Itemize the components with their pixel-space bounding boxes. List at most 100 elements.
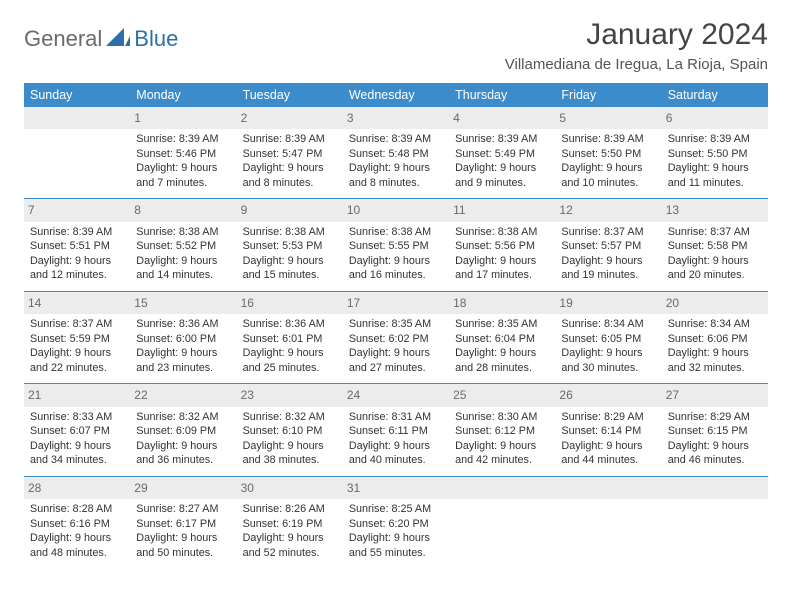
- sunset-text: Sunset: 5:48 PM: [349, 147, 443, 162]
- sunrise-text: Sunrise: 8:30 AM: [455, 410, 549, 425]
- daylight-text: Daylight: 9 hours and 9 minutes.: [455, 161, 549, 190]
- daylight-text: Daylight: 9 hours and 46 minutes.: [668, 439, 762, 468]
- sunrise-text: Sunrise: 8:29 AM: [561, 410, 655, 425]
- daylight-text: Daylight: 9 hours and 40 minutes.: [349, 439, 443, 468]
- sunrise-text: Sunrise: 8:37 AM: [561, 225, 655, 240]
- sunrise-text: Sunrise: 8:39 AM: [561, 132, 655, 147]
- sunset-text: Sunset: 6:00 PM: [136, 332, 230, 347]
- day-number: 1: [130, 107, 236, 129]
- calendar-cell: 18Sunrise: 8:35 AMSunset: 6:04 PMDayligh…: [449, 291, 555, 383]
- calendar-cell: .: [449, 476, 555, 568]
- sunset-text: Sunset: 5:59 PM: [30, 332, 124, 347]
- daylight-text: Daylight: 9 hours and 12 minutes.: [30, 254, 124, 283]
- calendar-cell: 13Sunrise: 8:37 AMSunset: 5:58 PMDayligh…: [662, 199, 768, 291]
- sunrise-text: Sunrise: 8:37 AM: [30, 317, 124, 332]
- sunset-text: Sunset: 6:04 PM: [455, 332, 549, 347]
- daylight-text: Daylight: 9 hours and 17 minutes.: [455, 254, 549, 283]
- sunrise-text: Sunrise: 8:25 AM: [349, 502, 443, 517]
- calendar-cell: 21Sunrise: 8:33 AMSunset: 6:07 PMDayligh…: [24, 384, 130, 476]
- brand-part1: General: [24, 26, 102, 52]
- sunset-text: Sunset: 6:14 PM: [561, 424, 655, 439]
- dow-saturday: Saturday: [662, 83, 768, 107]
- calendar-cell: .: [24, 107, 130, 199]
- daylight-text: Daylight: 9 hours and 48 minutes.: [30, 531, 124, 560]
- daylight-text: Daylight: 9 hours and 34 minutes.: [30, 439, 124, 468]
- calendar-cell: 27Sunrise: 8:29 AMSunset: 6:15 PMDayligh…: [662, 384, 768, 476]
- day-number: 15: [130, 292, 236, 314]
- day-number: 7: [24, 199, 130, 221]
- sunset-text: Sunset: 5:49 PM: [455, 147, 549, 162]
- day-number: 10: [343, 199, 449, 221]
- daylight-text: Daylight: 9 hours and 19 minutes.: [561, 254, 655, 283]
- sunset-text: Sunset: 5:56 PM: [455, 239, 549, 254]
- calendar-cell: 15Sunrise: 8:36 AMSunset: 6:00 PMDayligh…: [130, 291, 236, 383]
- day-number: 27: [662, 384, 768, 406]
- page-header: General Blue January 2024 Villamediana d…: [24, 18, 768, 73]
- sunrise-text: Sunrise: 8:39 AM: [455, 132, 549, 147]
- brand-logo: General Blue: [24, 18, 178, 52]
- sunrise-text: Sunrise: 8:35 AM: [349, 317, 443, 332]
- day-number: 23: [237, 384, 343, 406]
- sunrise-text: Sunrise: 8:32 AM: [243, 410, 337, 425]
- sunset-text: Sunset: 5:47 PM: [243, 147, 337, 162]
- sunset-text: Sunset: 6:20 PM: [349, 517, 443, 532]
- daylight-text: Daylight: 9 hours and 27 minutes.: [349, 346, 443, 375]
- daylight-text: Daylight: 9 hours and 38 minutes.: [243, 439, 337, 468]
- sunset-text: Sunset: 5:53 PM: [243, 239, 337, 254]
- dow-header-row: Sunday Monday Tuesday Wednesday Thursday…: [24, 83, 768, 107]
- sunset-text: Sunset: 6:10 PM: [243, 424, 337, 439]
- location-text: Villamediana de Iregua, La Rioja, Spain: [505, 56, 768, 73]
- sunset-text: Sunset: 6:05 PM: [561, 332, 655, 347]
- day-number: 13: [662, 199, 768, 221]
- daylight-text: Daylight: 9 hours and 14 minutes.: [136, 254, 230, 283]
- calendar-week-row: 14 Sunrise: 8:37 AMSunset: 5:59 PM Dayligh…: [24, 291, 768, 383]
- calendar-cell: 16Sunrise: 8:36 AMSunset: 6:01 PMDayligh…: [237, 291, 343, 383]
- day-number: .: [555, 477, 661, 499]
- daylight-text: Daylight: 9 hours and 42 minutes.: [455, 439, 549, 468]
- daylight-text: Daylight: 9 hours and 8 minutes.: [349, 161, 443, 190]
- calendar-cell: 24Sunrise: 8:31 AMSunset: 6:11 PMDayligh…: [343, 384, 449, 476]
- daylight-text: Daylight: 9 hours and 20 minutes.: [668, 254, 762, 283]
- sunrise-text: Sunrise: 8:34 AM: [561, 317, 655, 332]
- sunset-text: Sunset: 6:07 PM: [30, 424, 124, 439]
- calendar-cell: 7Sunrise: 8:39 AMSunset: 5:51 PMDaylight…: [24, 199, 130, 291]
- dow-sunday: Sunday: [24, 83, 130, 107]
- sunrise-text: Sunrise: 8:38 AM: [136, 225, 230, 240]
- daylight-text: Daylight: 9 hours and 55 minutes.: [349, 531, 443, 560]
- calendar-cell: 4Sunrise: 8:39 AMSunset: 5:49 PMDaylight…: [449, 107, 555, 199]
- month-title: January 2024: [505, 18, 768, 52]
- day-number: 30: [237, 477, 343, 499]
- daylight-text: Daylight: 9 hours and 44 minutes.: [561, 439, 655, 468]
- sunrise-text: Sunrise: 8:27 AM: [136, 502, 230, 517]
- sunrise-text: Sunrise: 8:28 AM: [30, 502, 124, 517]
- sunrise-text: Sunrise: 8:33 AM: [30, 410, 124, 425]
- calendar-cell: 19Sunrise: 8:34 AMSunset: 6:05 PMDayligh…: [555, 291, 661, 383]
- day-number: .: [449, 477, 555, 499]
- day-number: 3: [343, 107, 449, 129]
- calendar-cell: 25Sunrise: 8:30 AMSunset: 6:12 PMDayligh…: [449, 384, 555, 476]
- sunset-text: Sunset: 6:09 PM: [136, 424, 230, 439]
- day-number: 26: [555, 384, 661, 406]
- day-number: .: [24, 107, 130, 129]
- day-number: .: [662, 477, 768, 499]
- daylight-text: Daylight: 9 hours and 32 minutes.: [668, 346, 762, 375]
- daylight-text: Daylight: 9 hours and 30 minutes.: [561, 346, 655, 375]
- calendar-week-row: 28Sunrise: 8:28 AMSunset: 6:16 PMDayligh…: [24, 476, 768, 568]
- day-number: 29: [130, 477, 236, 499]
- daylight-text: Daylight: 9 hours and 11 minutes.: [668, 161, 762, 190]
- calendar-cell: 3Sunrise: 8:39 AMSunset: 5:48 PMDaylight…: [343, 107, 449, 199]
- calendar-cell: 8Sunrise: 8:38 AMSunset: 5:52 PMDaylight…: [130, 199, 236, 291]
- calendar-week-row: 21Sunrise: 8:33 AMSunset: 6:07 PMDayligh…: [24, 384, 768, 476]
- sunset-text: Sunset: 5:57 PM: [561, 239, 655, 254]
- calendar-cell: 11Sunrise: 8:38 AMSunset: 5:56 PMDayligh…: [449, 199, 555, 291]
- calendar-cell: 12Sunrise: 8:37 AMSunset: 5:57 PMDayligh…: [555, 199, 661, 291]
- calendar-week-row: 7Sunrise: 8:39 AMSunset: 5:51 PMDaylight…: [24, 199, 768, 291]
- sunrise-text: Sunrise: 8:38 AM: [455, 225, 549, 240]
- sunset-text: Sunset: 5:50 PM: [668, 147, 762, 162]
- dow-monday: Monday: [130, 83, 236, 107]
- calendar-cell: 26 Sunrise: 8:29 AMSunset: 6:14 PMDayligh…: [555, 384, 661, 476]
- day-number: 18: [449, 292, 555, 314]
- calendar-cell: .: [555, 476, 661, 568]
- sail-icon: [106, 26, 130, 52]
- day-number: 14: [24, 292, 130, 314]
